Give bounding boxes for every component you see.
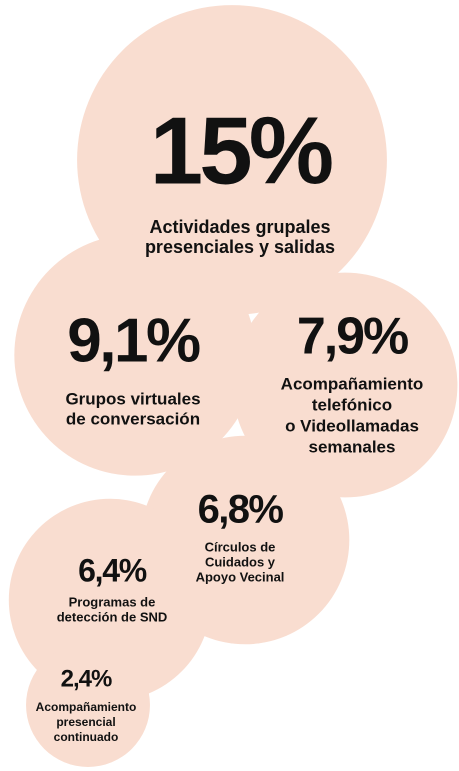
- category-label: Círculos de: [205, 539, 276, 554]
- category-label: Apoyo Vecinal: [196, 569, 285, 584]
- bubble: [26, 643, 150, 767]
- category-label: continuado: [54, 730, 119, 744]
- category-label: Cuidados y: [205, 554, 276, 569]
- value-label: 6,8%: [198, 488, 284, 532]
- category-label: presencial: [56, 715, 115, 729]
- value-label: 6,4%: [78, 552, 147, 588]
- category-label: Acompañamiento: [36, 700, 137, 714]
- value-label: 2,4%: [61, 665, 112, 692]
- value-label: 15%: [150, 97, 332, 204]
- bubbles: [8, 5, 458, 767]
- category-label: de conversación: [66, 409, 200, 428]
- value-label: 9,1%: [67, 306, 200, 375]
- category-label: detección de SND: [57, 609, 168, 624]
- value-label: 7,9%: [297, 308, 408, 366]
- bubble: [232, 272, 458, 498]
- category-label: semanales: [309, 437, 396, 456]
- category-label: Actividades grupales: [149, 217, 330, 237]
- category-label: telefónico: [312, 395, 392, 414]
- category-label: Acompañamiento: [281, 374, 424, 393]
- category-label: Grupos virtuales: [65, 389, 200, 408]
- category-label: presenciales y salidas: [145, 237, 335, 257]
- category-label: Programas de: [69, 594, 156, 609]
- category-label: o Videollamadas: [285, 416, 419, 435]
- bubble: [14, 234, 256, 476]
